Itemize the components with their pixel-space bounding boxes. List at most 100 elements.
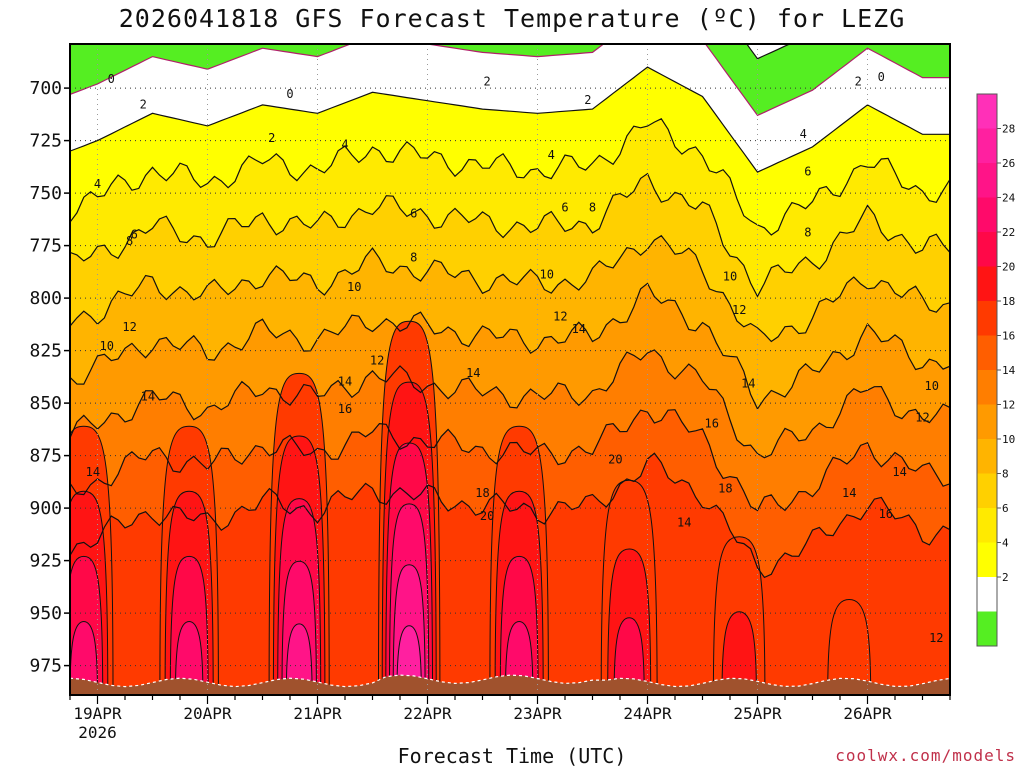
contour-label: 8 [804,226,811,240]
colorbar-segment [977,335,997,371]
x-tick-label: 22APR [403,704,452,723]
warm-pod [285,623,313,695]
contour-label: 6 [410,207,417,221]
colorbar-segment [977,128,997,164]
warm-pod [70,620,99,695]
colorbar-tick-label: 26 [1002,157,1015,170]
x-tick-label: 25APR [733,704,782,723]
contour-label: 16 [704,417,718,431]
colorbar-tick-label: 4 [1002,537,1009,550]
x-year-label: 2026 [78,723,117,742]
warm-pod [174,620,204,695]
y-tick-label: 825 [29,341,62,362]
x-tick-label: 23APR [513,704,562,723]
colorbar-segment [977,577,997,612]
x-tick-label: 26APR [843,704,892,723]
x-tick-label: 24APR [623,704,672,723]
colorbar-segment [977,508,997,543]
contour-label: 14 [572,322,586,336]
y-tick-label: 850 [29,393,62,414]
colorbar-segment [977,197,997,233]
isotherm-line [70,452,950,579]
y-tick-label: 900 [29,498,62,519]
contour-label: 4 [341,137,348,151]
y-tick-label: 975 [29,656,62,677]
contour-label: 14 [677,515,691,529]
colorbar-segment [977,542,997,578]
contour-label: 20 [480,509,494,523]
colorbar-segment [977,232,997,267]
isotherm-line [70,44,950,117]
colorbar-segment [977,266,997,302]
contour-label: 12 [122,320,136,334]
contour-label: 2 [483,74,490,88]
contour-label: 12 [915,410,929,424]
colorbar-tick-label: 22 [1002,226,1015,239]
y-tick-label: 950 [29,603,62,624]
contour-label: 8 [589,200,596,214]
contour-label: 10 [539,268,553,282]
contour-label: 14 [892,465,906,479]
contour-label: 12 [370,354,384,368]
y-tick-label: 725 [29,131,62,152]
contour-label: 14 [466,366,480,380]
colorbar-tick-label: 24 [1002,192,1016,205]
contour-label: 6 [804,165,811,179]
contour-label: 12 [732,303,746,317]
colorbar-tick-label: 2 [1002,571,1009,584]
x-tick-label: 19APR [73,704,122,723]
y-tick-label: 775 [29,236,62,257]
colorbar-tick-label: 6 [1002,502,1009,515]
colorbar-tick-label: 14 [1002,364,1016,377]
contour-label: 20 [608,452,622,466]
contour-label: 18 [475,486,489,500]
colorbar-segment [977,301,997,336]
colorbar-tick-label: 12 [1002,399,1015,412]
colorbar-segment [977,163,997,198]
contour-label: 18 [718,482,732,496]
y-tick-label: 700 [29,78,62,99]
warm-pod [721,611,757,695]
contour-label: 12 [929,631,943,645]
credit-link[interactable]: coolwx.com/models [835,746,1016,765]
colorbar-tick-label: 10 [1002,433,1015,446]
contour-label: 8 [410,251,417,265]
isotherm-line [70,234,950,343]
colorbar-segment [977,404,997,440]
contour-label: 10 [723,270,737,284]
contour-label: 12 [553,310,567,324]
colorbar-tick-label: 16 [1002,330,1015,343]
colorbar-tick-label: 18 [1002,295,1015,308]
y-tick-label: 875 [29,446,62,467]
colorbar-segment [977,473,997,509]
y-tick-label: 925 [29,551,62,572]
contour-label: 10 [347,280,361,294]
contour-label: 6 [561,200,568,214]
colorbar-tick-label: 20 [1002,261,1015,274]
contour-label: 4 [94,177,101,191]
isotherm-line [70,66,950,173]
contour-label: 14 [141,389,155,403]
contour-label: 0 [878,70,885,84]
colorbar-segment [977,370,997,405]
isotherm-line [70,118,950,236]
y-tick-label: 800 [29,288,62,309]
warm-pod [613,617,645,695]
isotherm-line [70,409,950,512]
contour-label: 6 [131,228,138,242]
contour-label: 2 [584,93,591,107]
contour-label: 14 [842,486,856,500]
contour-label: 14 [338,375,352,389]
isotherm-line [70,172,950,298]
surface-line [70,674,950,688]
colorbar-segment [977,611,997,647]
contour-label: 16 [879,507,893,521]
contour-label: 16 [338,402,352,416]
colorbar-tick-label: 28 [1002,123,1015,136]
x-tick-label: 21APR [293,704,342,723]
y-tick-label: 750 [29,183,62,204]
colorbar-segment [977,94,997,129]
contour-label: 4 [548,148,555,162]
